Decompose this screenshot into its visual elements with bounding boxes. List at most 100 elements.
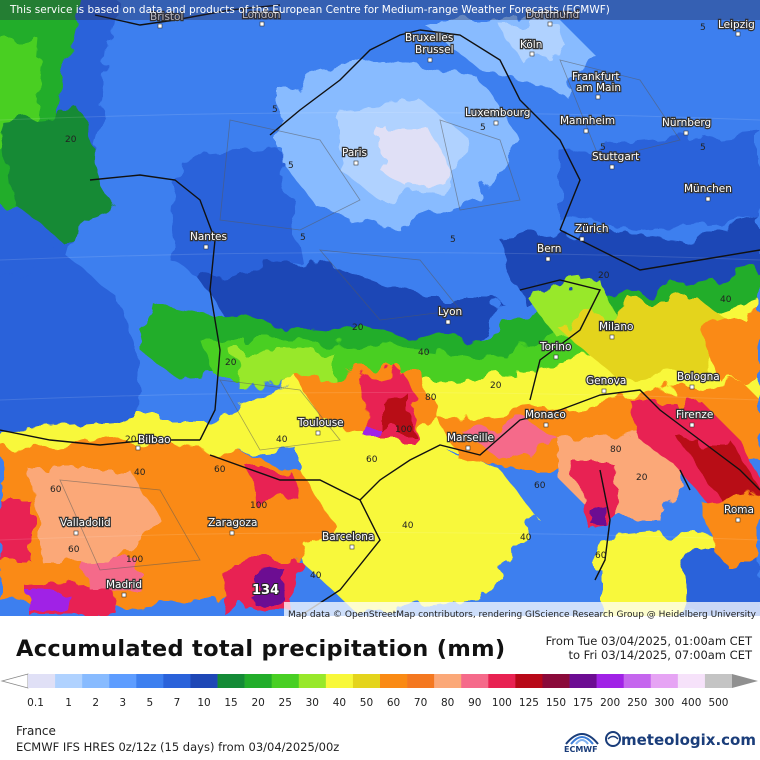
legend-swatch [677,674,706,688]
svg-text:München: München [684,183,732,195]
legend-tick-label: 100 [492,697,512,709]
svg-text:Lyon: Lyon [438,306,462,318]
city-marker[interactable]: Leipzig [717,18,756,37]
legend-swatch [82,674,110,688]
city-marker[interactable]: Zaragoza [207,516,259,536]
isoline-label: 20 [225,358,237,368]
isoline-label: 60 [534,481,546,491]
city-marker[interactable]: Valladolid [59,516,112,536]
isoline-label: 60 [595,551,607,561]
legend-swatch [596,674,624,688]
svg-text:Paris: Paris [342,147,367,159]
svg-text:London: London [242,9,281,21]
region-label: France [16,724,56,738]
svg-text:Leipzig: Leipzig [718,19,755,31]
city-marker[interactable]: Genova [585,374,628,394]
svg-text:Bologna: Bologna [677,371,720,383]
city-marker[interactable]: Dortmund [525,8,580,27]
svg-text:Mannheim: Mannheim [560,115,615,127]
legend-tick-label: 3 [119,697,126,709]
svg-text:Monaco: Monaco [525,409,566,421]
svg-text:Frankfurt: Frankfurt [572,71,620,83]
meteologix-brand-text: meteologix.com [621,731,756,749]
ecmwf-logo-icon [565,733,599,745]
isoline-label: 5 [300,233,306,243]
isoline-label: 40 [134,468,146,478]
legend-tick-label: 7 [174,697,181,709]
legend-swatch [244,674,272,688]
city-marker[interactable]: Paris [341,146,368,166]
city-marker[interactable]: Barcelona [321,530,376,550]
city-marker[interactable]: Bilbao [135,433,172,451]
svg-text:Bristol: Bristol [150,11,183,23]
city-marker[interactable]: Mannheim [559,114,616,134]
city-marker[interactable]: Luxembourg [464,106,532,126]
city-marker[interactable]: Marseille [446,431,495,451]
city-marker[interactable]: Torino [538,340,573,360]
isoline-label: 20 [65,135,77,145]
legend-tick-label: 40 [333,697,346,709]
ecmwf-data-banner: This service is based on data and produc… [0,0,760,20]
legend-tick-label: 70 [414,697,427,709]
city-marker[interactable]: Bern [536,242,563,262]
isoline-label: 40 [276,435,288,445]
legend-swatch [650,674,679,688]
legend-tick-label: 5 [147,697,154,709]
legend-arrow-low [0,673,29,689]
city-marker[interactable]: London [241,8,282,27]
isoline-label: 20 [598,271,610,281]
city-marker[interactable]: Bristol [149,10,185,29]
svg-text:Valladolid: Valladolid [60,517,111,529]
svg-text:Barcelona: Barcelona [322,531,374,543]
isoline-label: 60 [366,455,378,465]
city-marker[interactable]: Roma [723,503,755,523]
model-run-label: ECMWF IFS HRES 0z/12z (15 days) from 03/… [16,740,340,754]
city-marker[interactable]: Stuttgart [591,150,640,170]
svg-text:Firenze: Firenze [676,409,713,421]
svg-text:Bruxelles: Bruxelles [405,32,453,44]
isoline-label: 20 [636,473,648,483]
city-marker[interactable]: Milano [598,320,635,340]
city-marker[interactable]: Köln [519,38,544,57]
legend-swatch [136,674,164,688]
precipitation-legend: 0.1 1 2 3 5 7 10 15 20 25 30 40 50 60 70 80 90 100 125 150 1… [0,673,758,709]
meteologix-brand[interactable]: meteologix.com [605,731,756,749]
period-from: From Tue 03/04/2025, 01:00am CET [545,634,752,648]
isoline-label: 5 [272,105,278,115]
city-marker[interactable]: Madrid [105,578,143,598]
svg-text:Bilbao: Bilbao [138,434,171,446]
legend-swatch [380,674,408,688]
svg-text:Roma: Roma [724,504,754,516]
legend-swatch [704,674,733,688]
legend-tick-label: 250 [627,697,647,709]
city-marker[interactable]: Bologna [676,370,721,390]
city-marker[interactable]: Nantes [189,230,228,250]
city-marker[interactable]: Monaco [524,408,567,428]
city-marker[interactable]: Lyon [437,305,463,325]
legend-swatch [28,674,56,688]
legend-tick-label: 1 [65,697,72,709]
ecmwf-logo[interactable]: ECMWF [560,728,604,756]
period-to: to Fri 03/14/2025, 07:00am CET [568,648,752,662]
ecmwf-logo-text: ECMWF [564,745,598,754]
isoline-label: 100 [395,425,412,435]
legend-arrow-high [732,674,758,688]
city-marker[interactable]: Toulouse [296,416,345,436]
isoline-label: 20 [352,323,364,333]
svg-text:Torino: Torino [539,341,571,353]
legend-tick-label: 175 [573,697,593,709]
legend-tick-label: 300 [654,697,674,709]
precipitation-map[interactable]: 5 5 5 5 5 5 5 5 20 20 20 20 20 40 40 40 … [0,0,760,616]
isoline-label: 80 [425,393,437,403]
legend-tick-label: 90 [468,697,481,709]
legend-tick-label: 80 [441,697,454,709]
city-marker[interactable]: Zürich [574,222,610,242]
city-marker[interactable]: Nürnberg [661,116,712,136]
legend-swatch [325,674,354,688]
city-marker[interactable]: München [683,182,733,202]
city-marker[interactable]: Firenze [675,408,715,428]
legend-tick-label: 150 [546,697,566,709]
legend-swatch [55,674,83,688]
